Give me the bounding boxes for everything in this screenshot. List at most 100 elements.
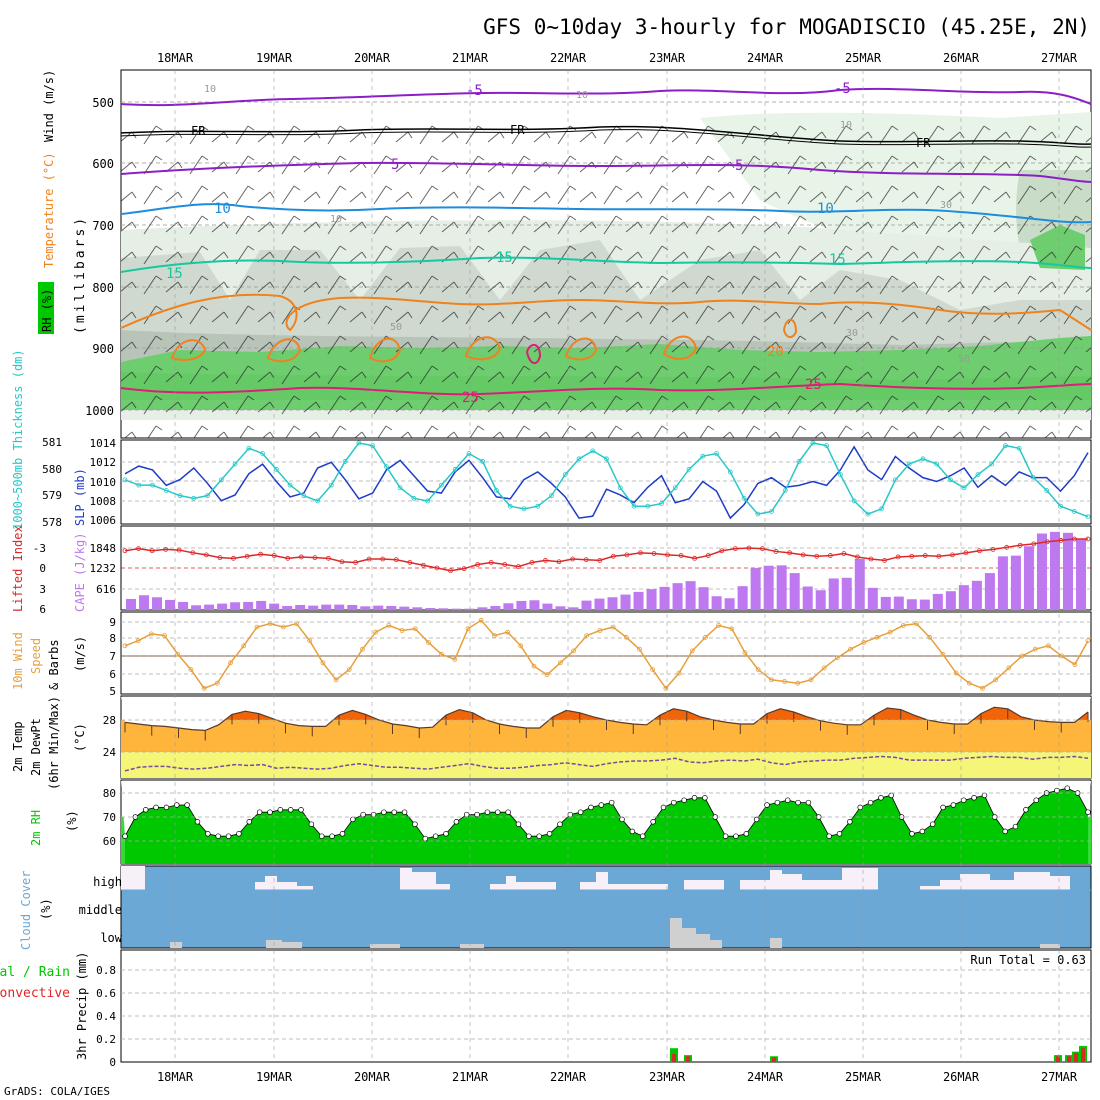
lifted-index-point [570,556,575,562]
thickness-point [810,440,816,446]
cloud-level-low: low [100,931,122,945]
wind-speed-point [320,660,326,666]
wind-speed-point [544,672,550,678]
wind-speed-point [650,667,656,672]
cape-bar [802,586,813,610]
run-total-label: Run Total = 0.63 [970,953,1086,967]
rh-tick: 80 [103,787,116,800]
thickness-point [590,448,596,454]
wind-speed-point [201,685,207,691]
thickness-point [659,501,664,506]
wind-speed-point [1006,665,1012,671]
thickness-point [617,485,623,491]
contour-label-10: 10 [214,201,231,217]
cloud-gap [920,886,940,890]
wind-speed-point [465,626,471,632]
thickness-tick: 581 [42,436,62,449]
lifted-index-point [1058,538,1064,543]
thickness-point [893,477,898,483]
wind-speed-point [412,626,418,632]
cape-bar [997,556,1008,610]
lifted-index-point [515,564,521,569]
lifted-index-point [936,553,942,559]
cape-bar [867,587,878,610]
rh-point [619,816,625,823]
contour-label-15: 15 [166,266,183,282]
cape-bar [477,607,488,610]
lifted-index-point [678,553,684,558]
rh-point [805,799,812,806]
cape-bar [880,596,891,610]
thickness-point [631,503,637,509]
cloud-gap [596,872,608,890]
top-date-label: 24MAR [747,51,784,65]
lifted-index-point [556,559,562,565]
temp-above-mask [121,697,1091,731]
cloud-gap [770,870,782,890]
thickness-point [205,493,210,499]
li-tick: 3 [39,583,46,596]
contour-20-loops [170,318,798,363]
thickness-point [150,482,155,488]
wind-speed-point [834,655,840,661]
wind-speed-point [531,663,537,669]
wind-ylabel-unit: (m/s) [73,636,87,672]
wind-speed-point [478,617,484,623]
precip-tick: 0.8 [96,964,116,977]
wind-speed-point [676,670,682,676]
pressure-tick-1000: 1000 [85,404,114,418]
contour-label-25: 25 [462,390,479,406]
wind-ticks: 9 8 7 6 5 [109,616,116,698]
lifted-index-point [1072,536,1077,542]
cape-bar [243,601,254,610]
cape-bar [386,605,397,610]
cape-bar [724,598,735,610]
thickness-tick: 578 [42,516,62,529]
wind-speed-point [148,631,154,637]
precip-convective-bar [672,1053,676,1062]
cape-bar [1049,531,1060,610]
top-date-label: 21MAR [452,51,489,65]
top-date-label: 20MAR [354,51,391,65]
rh-label: 10 [576,90,588,101]
cloud-gap [277,882,297,890]
wind-speed-point [980,685,985,691]
rh-point [339,831,346,837]
thickness-point [356,440,362,446]
lifted-index-point [461,566,467,572]
thickness-point [948,477,953,483]
rh-point [215,833,221,839]
cape-bar [672,583,683,610]
rh-point [567,811,574,818]
precip-frame [120,949,1092,1063]
rh-point [225,833,232,839]
thickness-point [796,459,802,464]
wind-speed-point [1072,662,1078,667]
pressure-tick-900: 900 [92,342,114,356]
wind-speed-point [294,621,299,627]
cape-bar [893,596,904,610]
thickness-point [452,466,458,472]
li-ylabel: Lifted Index [11,525,25,612]
lifted-index-point [488,560,494,565]
lifted-index-point [475,562,481,567]
cape-bar [191,605,202,610]
cape-bar [295,604,306,610]
lifted-index-point [543,558,548,563]
rh-point [981,792,988,799]
lifted-index-point [258,551,264,557]
rh-point [526,833,532,839]
lifted-index-point [163,546,169,552]
cape-bar [945,591,956,610]
rh-tick: 70 [103,811,116,824]
thickness-point [136,482,142,488]
rh-point [867,799,874,806]
cape-bar [230,602,241,610]
li-series [122,536,1091,574]
contour-label-15: 15 [829,252,846,268]
rh-point [784,797,791,803]
thickness-point [191,495,197,501]
lifted-index-point [746,545,752,551]
wind-speed-point [623,634,629,640]
lifted-index-point [203,552,209,558]
